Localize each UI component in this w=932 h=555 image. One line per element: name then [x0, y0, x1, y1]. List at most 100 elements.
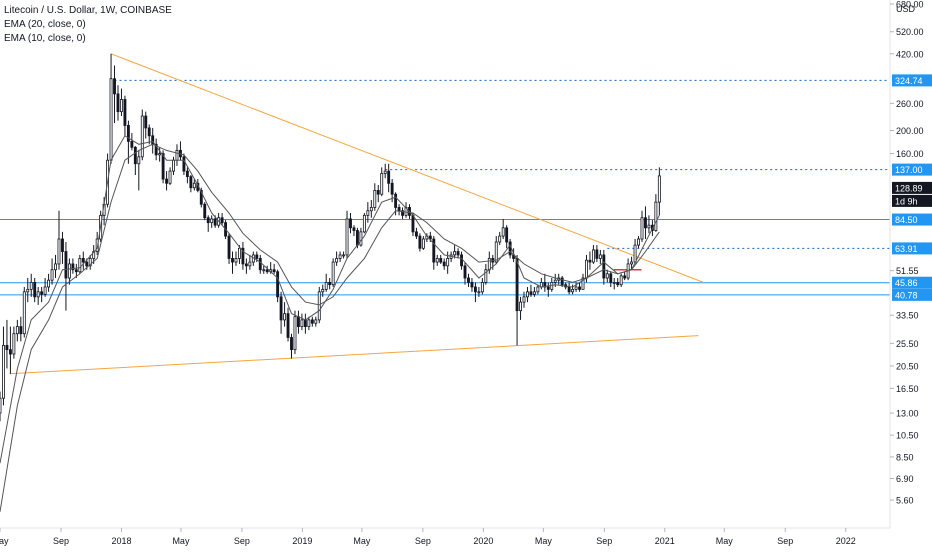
candle-body	[297, 316, 300, 327]
candle-body	[619, 275, 623, 286]
candle-body	[342, 254, 345, 257]
candle-body	[165, 178, 169, 184]
candle-body	[213, 218, 217, 226]
price-tick-label: 33.50	[896, 311, 919, 321]
price-tick-label: 51.55	[896, 266, 919, 276]
candle-body	[54, 263, 57, 271]
candle-body	[595, 249, 599, 259]
candle-body	[366, 210, 370, 216]
candle-body	[74, 269, 78, 273]
candle-body	[8, 349, 12, 355]
time-tick-label: Sep	[415, 536, 431, 546]
candle-body	[307, 319, 311, 327]
candle-body	[290, 337, 293, 351]
last-price-label: 128.89	[895, 183, 923, 193]
price-axis[interactable]: 680.00 520.00 420.00 260.00 200.00 160.00 51.5…	[889, 0, 924, 528]
candle-body	[355, 230, 359, 246]
time-tick-label: 2022	[836, 536, 856, 546]
candle-body	[633, 244, 637, 263]
candle-body	[57, 238, 61, 265]
level-label: 45.86	[895, 278, 918, 288]
candle-body	[640, 217, 644, 240]
candle-body	[453, 251, 457, 256]
candle-body	[463, 265, 467, 279]
candle-body	[293, 316, 297, 351]
legend-ema10[interactable]: EMA (10, close, 0)	[4, 33, 86, 44]
candle-body	[578, 286, 581, 290]
candle-body	[113, 78, 116, 95]
candle-body	[137, 156, 141, 165]
candle-body	[442, 261, 446, 267]
last-price-bg	[892, 181, 932, 194]
level-label: 137.00	[895, 165, 923, 175]
candle-body	[172, 159, 175, 172]
candle-body	[5, 345, 9, 351]
candle-body	[588, 259, 592, 263]
candle-body	[78, 258, 82, 273]
candle-body	[526, 291, 529, 298]
price-tick-label: 520.00	[896, 27, 924, 37]
time-tick-label: 2018	[111, 536, 131, 546]
horizontal-levels[interactable]	[0, 79, 890, 296]
level-label-bg	[892, 288, 932, 301]
candle-body	[265, 269, 269, 273]
trendlines[interactable]	[9, 53, 704, 375]
time-tick-label: 2019	[292, 536, 312, 546]
candle-body	[133, 146, 137, 165]
legend-title[interactable]: Litecoin / U.S. Dollar, 1W, COINBASE	[4, 5, 172, 16]
candle-body	[234, 258, 238, 263]
candle-body	[140, 115, 144, 158]
level-label-bg	[892, 242, 932, 255]
candle-body	[657, 175, 661, 203]
candle-body	[498, 235, 502, 243]
price-tick-label: 5.60	[896, 496, 914, 506]
trendline-descending-resistance	[110, 53, 704, 283]
level-label-bg	[892, 276, 932, 289]
candle-body	[147, 127, 151, 137]
level-label-bg	[892, 74, 932, 87]
candle-body	[460, 254, 463, 267]
candle-body	[359, 231, 363, 246]
legend-ema20[interactable]: EMA (20, close, 0)	[4, 19, 86, 30]
candle-body	[609, 273, 613, 283]
candle-body	[428, 235, 432, 240]
candle-body	[644, 217, 647, 229]
candle-body	[567, 286, 571, 293]
time-axis[interactable]: May Sep 2018 May Sep 2019 May Sep 2020 May Sep 2021…	[0, 527, 890, 546]
candle-body	[373, 190, 377, 208]
candle-body	[605, 273, 609, 279]
candle-body	[81, 258, 85, 263]
candle-body	[241, 247, 245, 265]
countdown-label: 1d 9h	[895, 196, 918, 206]
candle-body	[61, 238, 64, 252]
price-labels: 84.50 45.86 40.78 324.74 137.00 63.91 128.89 1d…	[892, 74, 932, 301]
candle-body	[349, 218, 352, 229]
candle-body	[276, 271, 280, 298]
candle-body	[623, 275, 627, 279]
candle-body	[116, 93, 120, 113]
time-tick-label: May	[535, 536, 553, 546]
candle-body	[203, 203, 207, 219]
ema-lines	[0, 135, 660, 512]
candle-body	[182, 156, 186, 172]
trendline-ascending-support	[9, 335, 699, 375]
candle-body	[581, 277, 585, 290]
candle-body	[210, 218, 214, 224]
candle-body	[369, 207, 373, 212]
level-label: 40.78	[895, 290, 918, 300]
time-tick-label: Sep	[53, 536, 69, 546]
candle-body	[591, 249, 595, 263]
time-tick-label: May	[0, 536, 9, 546]
level-label: 84.50	[895, 215, 918, 225]
candle-body	[335, 258, 339, 263]
candle-body	[120, 99, 123, 113]
candle-body	[546, 286, 550, 290]
candle-body	[168, 170, 172, 184]
candle-body	[19, 326, 23, 335]
candle-body	[109, 78, 113, 161]
candle-body	[123, 99, 127, 126]
candle-body	[338, 254, 342, 259]
candle-body	[383, 170, 387, 174]
